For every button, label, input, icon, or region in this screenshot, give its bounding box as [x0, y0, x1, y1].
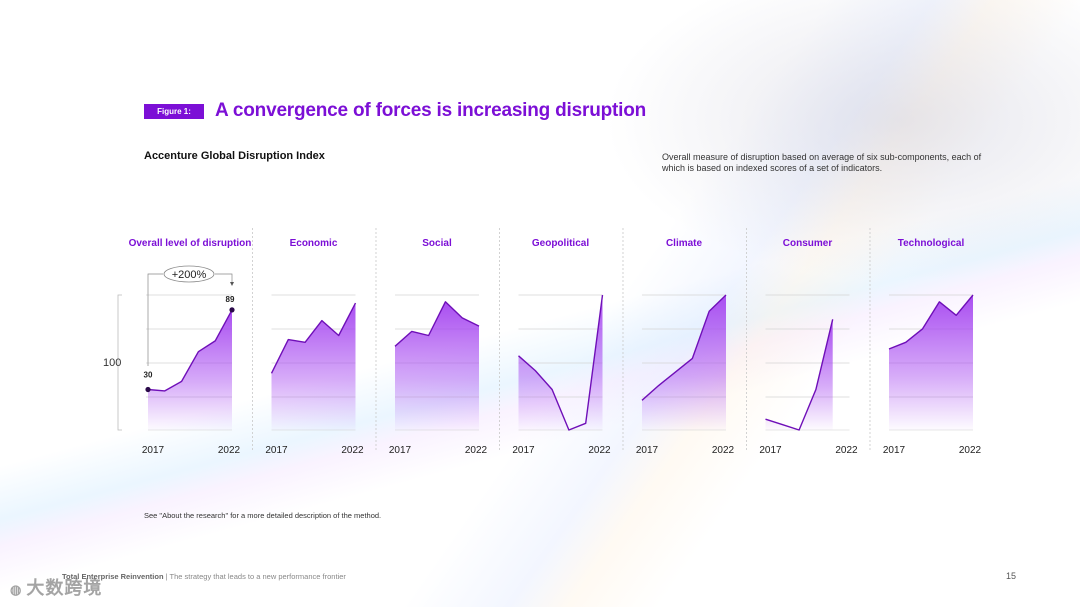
chart-subtitle: Accenture Global Disruption Index: [144, 150, 325, 162]
x-tick-start: 2017: [759, 445, 782, 456]
series-line-climate: [641, 294, 727, 401]
y-axis-label: 100: [103, 357, 121, 369]
series-area-economic: [271, 303, 356, 430]
series-line-geopolitical: [518, 294, 604, 431]
watermark: ◍ 大数跨境: [10, 574, 102, 600]
footnote: See "About the research" for a more deta…: [144, 511, 382, 520]
figure-title: A convergence of forces is increasing di…: [215, 100, 647, 121]
data-label-start: 30: [144, 371, 153, 380]
y-axis-bracket: [117, 294, 122, 431]
x-tick-end: 2022: [959, 445, 982, 456]
panel-title-climate: Climate: [666, 238, 703, 249]
x-tick-start: 2017: [142, 445, 165, 456]
annotation-arrow-icon: [230, 282, 234, 286]
series-area-climate: [642, 295, 726, 430]
chart-description: Overall measure of disruption based on a…: [662, 152, 982, 173]
series-line-technological: [888, 294, 974, 350]
watermark-logo-icon: ◍: [10, 582, 23, 597]
x-tick-start: 2017: [512, 445, 535, 456]
series-line-social: [394, 301, 480, 347]
x-tick-end: 2022: [465, 445, 488, 456]
x-tick-start: 2017: [265, 445, 288, 456]
series-area-geopolitical: [518, 295, 603, 430]
panel-title-consumer: Consumer: [783, 238, 833, 249]
panel-consumer: Consumer 2017 2022: [746, 228, 858, 456]
panel-overall-level-of-disruption: Overall level of disruption 2017 2022 100 30…: [103, 238, 251, 456]
series-area-consumer: [765, 319, 833, 430]
footer: Total Enterprise Reinvention | The strat…: [62, 572, 346, 581]
figure-label: Figure 1:: [144, 104, 204, 119]
series-line-economic: [270, 302, 357, 374]
footer-brand: Total Enterprise Reinvention: [62, 572, 164, 581]
x-tick-end: 2022: [588, 445, 611, 456]
panel-title-economic: Economic: [290, 238, 338, 249]
annotation-bracket-right: [215, 273, 233, 282]
footer-tagline: | The strategy that leads to a new perfo…: [163, 572, 346, 581]
x-tick-end: 2022: [712, 445, 735, 456]
series-line-consumer: [765, 319, 834, 431]
data-label-end: 89: [226, 295, 235, 304]
panel-social: Social 2017 2022: [375, 228, 488, 456]
annotation-bubble: [163, 265, 215, 283]
data-point-end: [229, 307, 235, 313]
panel-technological: Technological 2017 2022: [869, 228, 982, 456]
watermark-text: 大数跨境: [26, 578, 103, 598]
x-tick-end: 2022: [835, 445, 858, 456]
panel-geopolitical: Geopolitical 2017 2022: [499, 228, 611, 456]
x-tick-end: 2022: [341, 445, 364, 456]
annotation-growth-label: +200%: [172, 269, 207, 281]
annotation-bracket-left: [147, 273, 163, 366]
panel-climate: Climate 2017 2022: [622, 228, 735, 456]
x-tick-start: 2017: [883, 445, 906, 456]
panel-title-technological: Technological: [898, 238, 965, 249]
page-number: 15: [1006, 571, 1017, 581]
series-area-technological: [889, 295, 973, 430]
panel-title-overall-level-of-disruption: Overall level of disruption: [129, 238, 252, 249]
series-area-overall-level-of-disruption: [148, 309, 232, 430]
series-line-overall-level-of-disruption: [147, 309, 233, 392]
x-tick-start: 2017: [389, 445, 412, 456]
panel-title-social: Social: [422, 238, 452, 249]
data-point-start: [145, 386, 151, 393]
series-area-social: [395, 301, 479, 430]
x-tick-end: 2022: [218, 445, 241, 456]
panel-economic: Economic 2017 2022: [252, 228, 364, 456]
x-tick-start: 2017: [636, 445, 659, 456]
panel-title-geopolitical: Geopolitical: [532, 238, 589, 249]
